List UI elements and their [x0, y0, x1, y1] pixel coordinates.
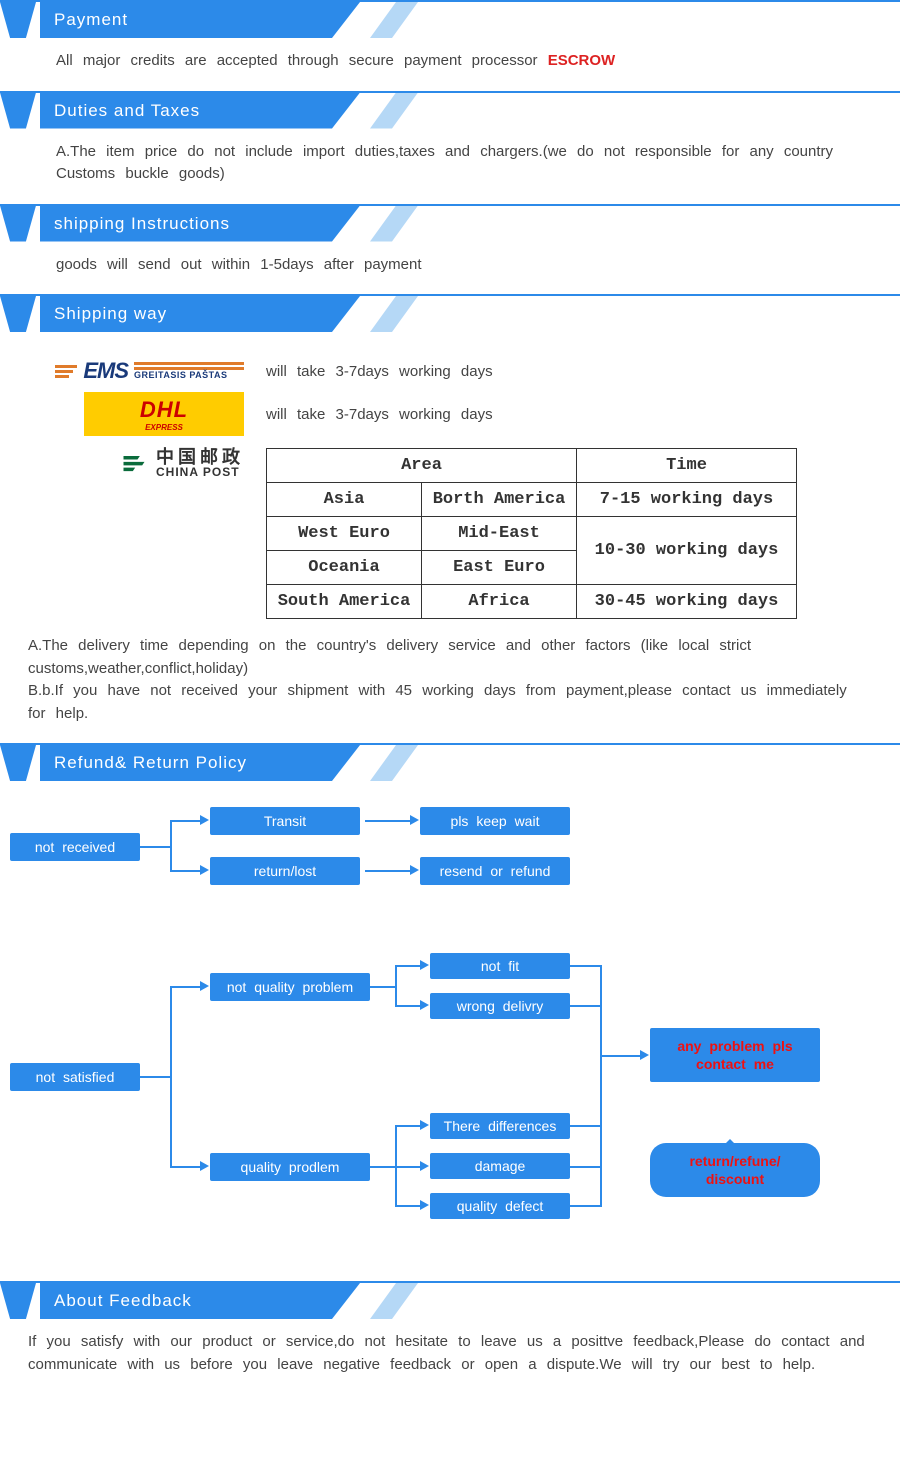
header-title: Duties and Taxes	[40, 93, 360, 129]
payment-text-main: All major credits are accepted through s…	[56, 52, 548, 69]
shipping-time-table: Area Time Asia Borth America 7-15 workin…	[266, 448, 797, 619]
cell: West Euro	[267, 517, 422, 551]
shipinstr-text: goods will send out within 1-5days after…	[0, 254, 900, 277]
flow-not-satisfied: not satisfied	[10, 1063, 140, 1091]
escrow-label: ESCROW	[548, 52, 616, 69]
refund-flowchart: not received Transit return/lost pls kee…	[0, 793, 900, 1263]
section-duties: Duties and Taxes A.The item price do not…	[0, 91, 900, 186]
cell: 10-30 working days	[577, 517, 797, 585]
cell: 30-45 working days	[577, 585, 797, 619]
section-shipway: Shipping way EMS GREITASIS PAŠTAS w	[0, 294, 900, 725]
cell: Mid-East	[422, 517, 577, 551]
carrier-dhl-row: DHL EXPRESS will take 3-7days working da…	[0, 388, 900, 440]
flow-quality-problem: quality prodlem	[210, 1153, 370, 1181]
header-tail	[370, 1283, 418, 1319]
header-title: Refund& Return Policy	[40, 745, 360, 781]
chinapost-cn: 中国邮政	[156, 448, 244, 466]
header-wedge	[0, 206, 36, 242]
header-payment: Payment	[0, 0, 900, 36]
cell: Oceania	[267, 551, 422, 585]
ems-text: will take 3-7days working days	[266, 363, 493, 380]
cell: 7-15 working days	[577, 483, 797, 517]
flow-resend-refund: resend or refund	[420, 857, 570, 885]
dhl-logo: DHL EXPRESS	[56, 392, 266, 436]
dhl-text: will take 3-7days working days	[266, 406, 493, 423]
dhl-sub: EXPRESS	[145, 423, 183, 432]
header-tail	[370, 745, 418, 781]
carrier-chinapost-row: 中国邮政 CHINA POST Area Time Asia Borth Ame…	[0, 440, 900, 635]
header-wedge	[0, 745, 36, 781]
chinapost-en: CHINA POST	[156, 466, 244, 478]
header-shipway: Shipping way	[0, 294, 900, 330]
flow-keep-wait: pls keep wait	[420, 807, 570, 835]
ems-stripes-icon	[134, 362, 244, 370]
cell: Borth America	[422, 483, 577, 517]
chinapost-logo: 中国邮政 CHINA POST	[56, 444, 266, 478]
header-tail	[370, 206, 418, 242]
flow-return-refund: return/refune/ discount	[650, 1143, 820, 1197]
cell: Africa	[422, 585, 577, 619]
header-wedge	[0, 93, 36, 129]
header-refund: Refund& Return Policy	[0, 743, 900, 779]
header-title: About Feedback	[40, 1283, 360, 1319]
cell: East Euro	[422, 551, 577, 585]
section-feedback: About Feedback If you satisfy with our p…	[0, 1281, 900, 1376]
flow-damage: damage	[430, 1153, 570, 1179]
th-time: Time	[577, 449, 797, 483]
chinapost-icon	[120, 449, 148, 477]
feedback-text: If you satisfy with our product or servi…	[0, 1331, 900, 1376]
header-title: shipping Instructions	[40, 206, 360, 242]
flow-there-diff: There differences	[430, 1113, 570, 1139]
payment-text: All major credits are accepted through s…	[0, 50, 900, 73]
cell: South America	[267, 585, 422, 619]
carrier-ems-row: EMS GREITASIS PAŠTAS will take 3-7days w…	[0, 354, 900, 388]
ems-sub: GREITASIS PAŠTAS	[134, 370, 244, 380]
duties-text: A.The item price do not include import d…	[0, 141, 900, 186]
flow-transit: Transit	[210, 807, 360, 835]
flow-contact-me: any problem pls contact me	[650, 1028, 820, 1082]
header-title: Shipping way	[40, 296, 360, 332]
section-shipinstr: shipping Instructions goods will send ou…	[0, 204, 900, 277]
flow-not-received: not received	[10, 833, 140, 861]
flow-wrong-delivery: wrong delivry	[430, 993, 570, 1019]
header-title: Payment	[40, 2, 360, 38]
header-wedge	[0, 296, 36, 332]
section-refund: Refund& Return Policy not received Trans…	[0, 743, 900, 1263]
header-tail	[370, 2, 418, 38]
th-area: Area	[267, 449, 577, 483]
flow-not-fit: not fit	[430, 953, 570, 979]
cell: Asia	[267, 483, 422, 517]
flow-return-lost: return/lost	[210, 857, 360, 885]
header-duties: Duties and Taxes	[0, 91, 900, 127]
flow-not-quality: not quality problem	[210, 973, 370, 1001]
dhl-name: DHL	[140, 397, 188, 423]
section-payment: Payment All major credits are accepted t…	[0, 0, 900, 73]
header-tail	[370, 296, 418, 332]
header-wedge	[0, 1283, 36, 1319]
ems-stripes-icon	[55, 365, 77, 378]
header-tail	[370, 93, 418, 129]
ship-notes: A.The delivery time depending on the cou…	[0, 635, 900, 725]
flow-quality-defect: quality defect	[430, 1193, 570, 1219]
header-wedge	[0, 2, 36, 38]
ems-logo: EMS GREITASIS PAŠTAS	[56, 358, 266, 384]
header-shipinstr: shipping Instructions	[0, 204, 900, 240]
header-feedback: About Feedback	[0, 1281, 900, 1317]
ems-name: EMS	[83, 358, 128, 384]
